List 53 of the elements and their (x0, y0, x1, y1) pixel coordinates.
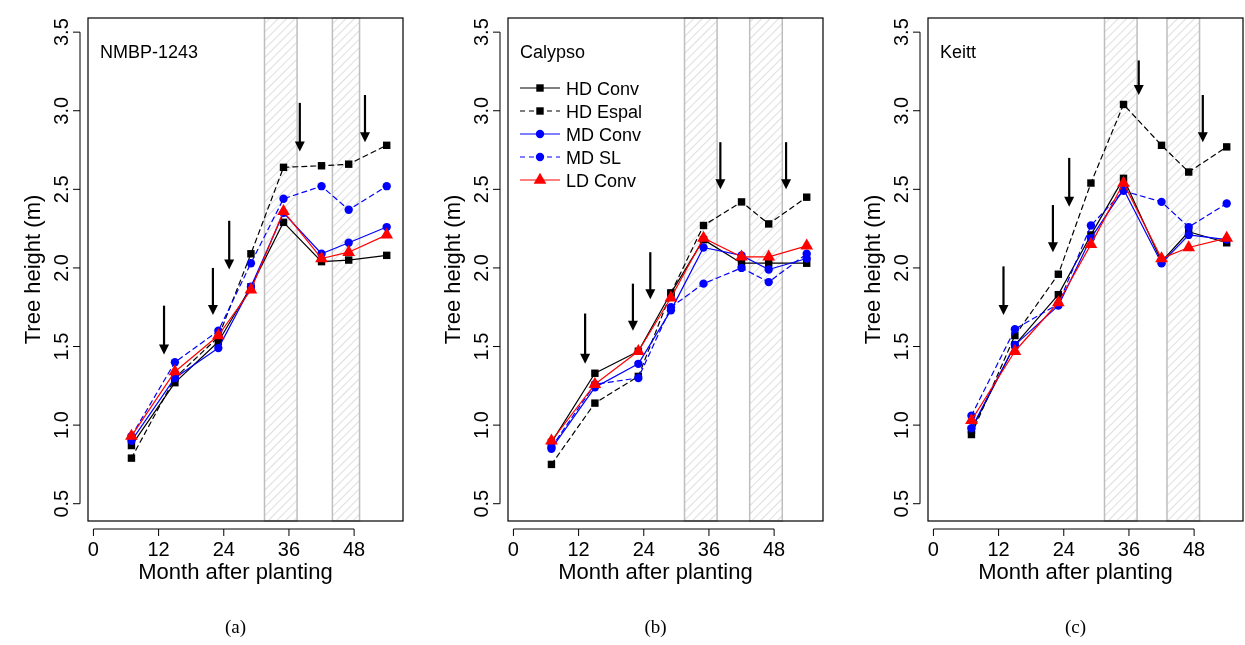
y-axis-title: Tree height (m) (860, 194, 885, 345)
x-tick-label: 0 (927, 538, 939, 560)
y-tick-label: 2.0 (890, 254, 912, 282)
x-tick-label: 36 (277, 538, 301, 560)
x-axis-title: Month after planting (978, 559, 1173, 584)
x-tick-label: 36 (1117, 538, 1141, 560)
x-tick-label: 0 (507, 538, 519, 560)
x-tick-label: 48 (343, 538, 366, 560)
y-tick-label: 0.5 (890, 489, 912, 518)
x-tick-label: 12 (567, 538, 590, 560)
y-axis-title: Tree height (m) (440, 194, 465, 345)
x-tick-label: 24 (212, 538, 235, 560)
x-tick-label: 24 (1052, 538, 1075, 560)
y-tick-label: 1.5 (50, 332, 72, 361)
x-tick-label: 24 (632, 538, 655, 560)
y-tick-label: 1.0 (890, 411, 912, 440)
y-tick-label: 2.0 (50, 254, 72, 282)
y-tick-label: 0.5 (50, 489, 72, 518)
x-tick-label: 36 (697, 538, 721, 560)
x-tick-label: 0 (87, 538, 99, 560)
y-tick-label: 2.5 (470, 175, 492, 204)
x-tick-label: 12 (147, 538, 170, 560)
y-tick-label: 3.5 (470, 18, 492, 47)
y-tick-label: 3.0 (890, 96, 912, 125)
x-axis-title: Month after planting (558, 559, 753, 584)
x-tick-label: 12 (987, 538, 1010, 560)
y-tick-label: 3.5 (50, 18, 72, 47)
x-tick-label: 48 (1183, 538, 1206, 560)
y-tick-label: 3.0 (50, 96, 72, 125)
x-axis-title: Month after planting (138, 559, 333, 584)
legend-label: MD SL (566, 148, 622, 168)
text: Calypso (520, 42, 586, 62)
y-tick-label: 1.0 (50, 411, 72, 440)
y-tick-label: 1.0 (470, 411, 492, 440)
y-tick-label: 1.5 (470, 332, 492, 361)
legend-label: HD Espal (566, 102, 643, 122)
y-tick-label: 3.0 (470, 96, 492, 125)
y-tick-label: 2.5 (50, 175, 72, 204)
text: Keitt (940, 42, 977, 62)
x-tick-label: 48 (763, 538, 786, 560)
y-tick-label: 1.5 (890, 332, 912, 361)
legend-label: MD Conv (566, 125, 642, 145)
y-axis-title: Tree height (m) (20, 194, 45, 345)
text: (b) (644, 616, 667, 638)
y-tick-label: 2.5 (890, 175, 912, 204)
y-tick-label: 0.5 (470, 489, 492, 518)
text: NMBP-1243 (100, 42, 199, 62)
text: (a) (224, 616, 247, 638)
legend-label: HD Conv (566, 79, 640, 99)
y-tick-label: 2.0 (470, 254, 492, 282)
text: (c) (1064, 616, 1087, 638)
y-tick-label: 3.5 (890, 18, 912, 47)
legend-label: LD Conv (566, 171, 637, 191)
